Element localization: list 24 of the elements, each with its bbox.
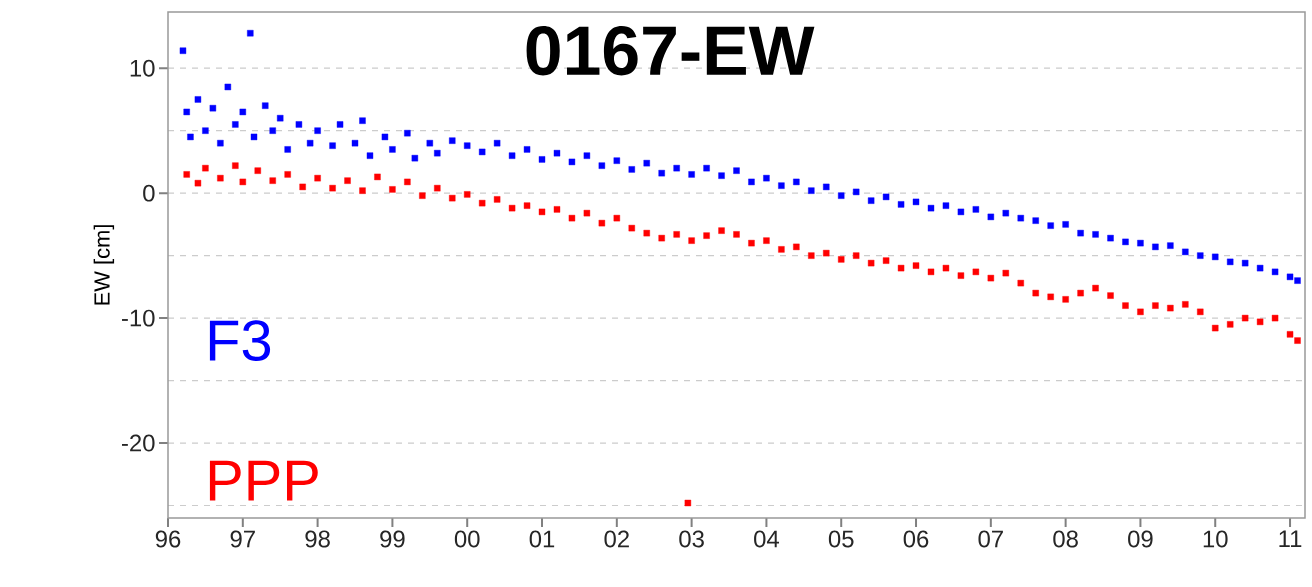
x-tick-label: 06 bbox=[903, 530, 929, 548]
y-axis-title: EW [cm] bbox=[93, 225, 115, 305]
y-tick-label: 0 bbox=[143, 184, 155, 202]
x-tick-label: 04 bbox=[754, 530, 780, 548]
x-tick-label: 01 bbox=[529, 530, 555, 548]
x-tick-label: 99 bbox=[380, 530, 405, 548]
x-tick-label: 03 bbox=[679, 530, 704, 548]
text: PPP bbox=[209, 460, 318, 501]
x-tick-label: 00 bbox=[454, 530, 480, 548]
x-tick-label: 11 bbox=[1279, 530, 1302, 547]
chart-title: 0167-EW bbox=[526, 26, 815, 76]
x-tick-label: 07 bbox=[978, 530, 1003, 548]
x-tick-label: 05 bbox=[828, 530, 854, 548]
x-tick-label: 10 bbox=[1203, 530, 1228, 548]
x-tick-label: 08 bbox=[1053, 530, 1078, 548]
y-tick-label: 10 bbox=[130, 59, 155, 77]
x-tick-label: 97 bbox=[230, 530, 255, 548]
x-tick-label: 09 bbox=[1128, 530, 1153, 548]
y-tick-label: -20 bbox=[122, 434, 155, 452]
y-tick-label: -10 bbox=[122, 309, 155, 327]
x-tick-label: 98 bbox=[305, 530, 330, 548]
x-tick-label: 02 bbox=[604, 530, 629, 548]
text: F3 bbox=[209, 320, 271, 362]
x-tick-label: 96 bbox=[155, 530, 181, 548]
